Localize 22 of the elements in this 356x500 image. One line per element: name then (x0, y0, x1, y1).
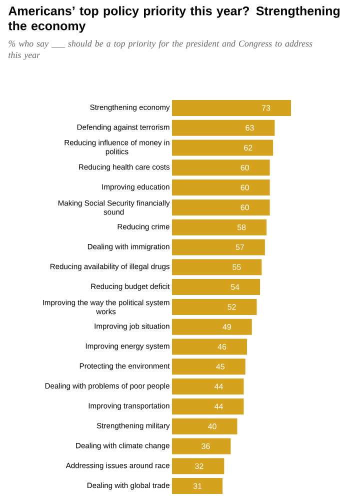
bar (172, 140, 274, 156)
bar (172, 239, 265, 256)
bar (172, 398, 244, 414)
bar (172, 199, 270, 216)
bar (172, 478, 223, 494)
bar (172, 458, 224, 474)
bar (172, 279, 260, 296)
bar (172, 298, 257, 315)
bar (172, 180, 270, 196)
bar (172, 100, 291, 116)
chart-title: Americans’ top policy priority this year? Strengthening the economy (8, 6, 340, 33)
bar (172, 120, 275, 136)
bar (172, 378, 244, 395)
bar (172, 358, 246, 375)
chart-subtitle: % who say ___ should be a top priority for the president and Congress to address this year (8, 40, 312, 60)
bar (172, 338, 247, 355)
bar (172, 418, 238, 434)
bar (172, 438, 231, 454)
bar (172, 318, 252, 335)
bar (172, 259, 262, 276)
bar (172, 160, 270, 176)
bar (172, 219, 267, 236)
